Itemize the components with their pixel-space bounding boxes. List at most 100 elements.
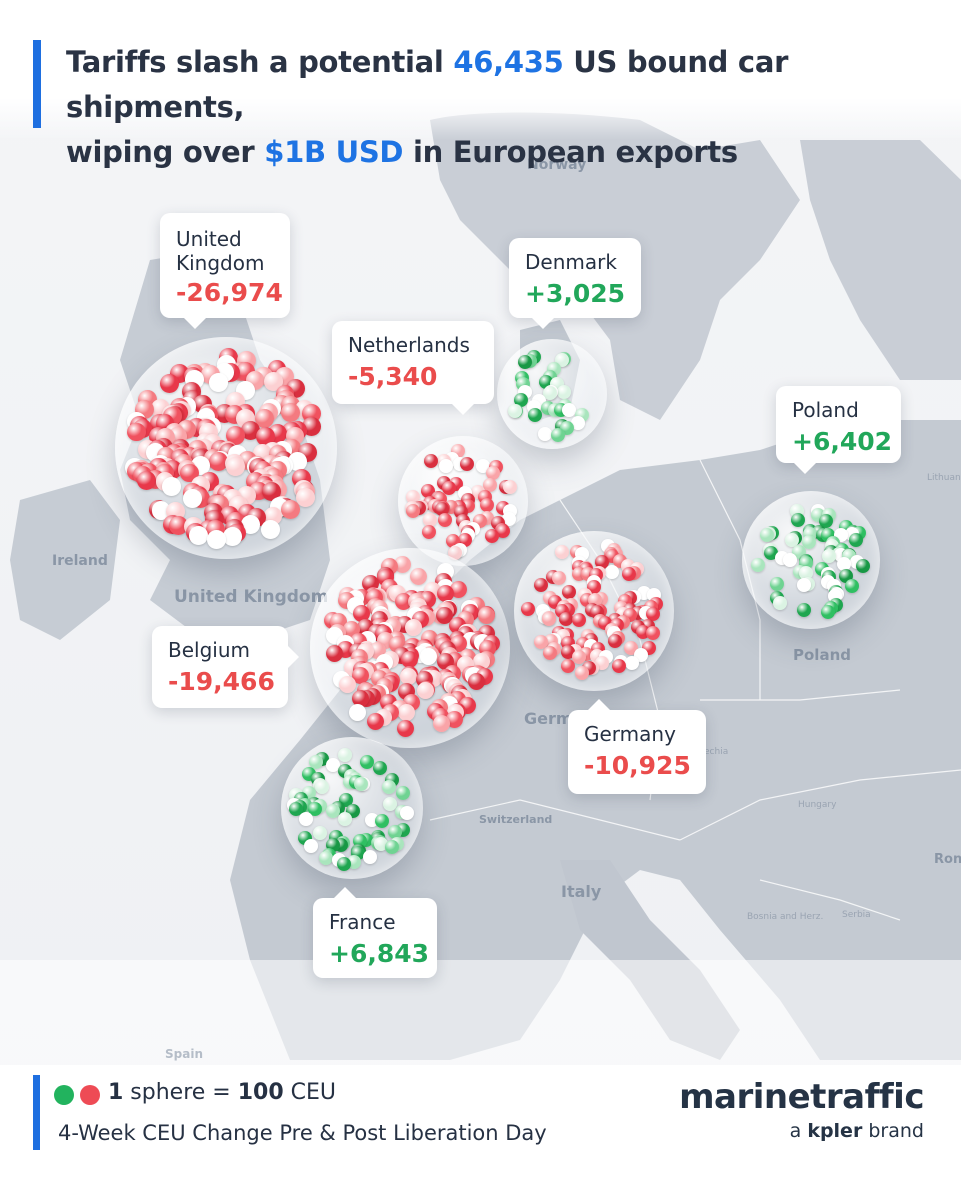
header: Tariffs slash a potential 46,435 US boun… (0, 0, 961, 169)
sphere-ball (750, 558, 765, 573)
sphere-ball (783, 552, 798, 567)
sphere-ball (209, 452, 228, 472)
sphere-ball (435, 607, 453, 625)
sphere-ball (448, 545, 463, 560)
map-label-czechia: Czechia (693, 747, 729, 757)
sphere-ball (387, 825, 402, 840)
sphere-ball (262, 481, 281, 501)
sphere-ball (182, 488, 202, 508)
map-label-hungary: Hungary (798, 800, 837, 810)
sphere-ball (325, 758, 340, 773)
sphere-ball (477, 606, 495, 624)
callout-germany-value: -10,925 (584, 751, 691, 780)
sphere-ball (367, 712, 385, 730)
sphere-ball (542, 612, 557, 627)
sphere-ball (459, 457, 474, 472)
legend-scale: 1 sphere = 100 CEU (108, 1080, 336, 1105)
sphere-ball (559, 612, 574, 627)
map-label-ireland: Ireland (52, 553, 108, 569)
sphere-ball (557, 384, 572, 399)
sphere-ball (136, 470, 156, 490)
sphere-ball (542, 385, 557, 400)
bubble-united-kingdom (115, 337, 337, 559)
sphere-ball (769, 576, 784, 591)
callout-germany-pointer (588, 699, 610, 710)
sphere-ball (482, 478, 497, 493)
callout-denmark-name: Denmark (525, 250, 617, 274)
sphere-ball (353, 776, 368, 791)
callout-denmark: Denmark +3,025 (509, 238, 641, 318)
callout-france-name: France (329, 910, 396, 934)
callout-france: France +6,843 (313, 898, 437, 978)
bubble-denmark (497, 339, 607, 449)
sphere-ball (410, 567, 428, 585)
sphere-ball (562, 403, 577, 418)
sphere-ball (241, 420, 261, 440)
sphere-ball (798, 565, 813, 580)
sphere-ball (821, 548, 836, 563)
sphere-ball (555, 545, 570, 560)
sphere-ball (261, 520, 281, 540)
sphere-ball (796, 603, 811, 618)
sphere-ball (325, 803, 340, 818)
bubble-belgium (310, 548, 510, 748)
sphere-ball (169, 515, 188, 535)
sphere-ball (621, 566, 636, 581)
sphere-ball (611, 658, 626, 673)
sphere-ball (551, 570, 566, 585)
sphere-ball (646, 626, 661, 641)
footer-accent-bar (33, 1075, 40, 1150)
sphere-ball (604, 565, 619, 580)
callout-belgium-pointer (288, 646, 299, 668)
sphere-ball (374, 836, 389, 851)
headline-part4: in European exports (403, 135, 738, 169)
callout-france-value: +6,843 (329, 939, 430, 968)
sphere-ball (785, 533, 800, 548)
sphere-ball (796, 577, 811, 592)
sphere-ball (772, 595, 787, 610)
sphere-ball (855, 559, 870, 574)
sphere-ball (528, 408, 543, 423)
sphere-ball (255, 427, 275, 447)
sphere-ball (467, 672, 485, 690)
legend-ceu-value: 100 (237, 1080, 284, 1105)
sphere-ball (188, 525, 208, 545)
sphere-ball (574, 665, 589, 680)
sphere-ball (421, 525, 436, 540)
sphere-ball (836, 557, 851, 572)
sphere-ball (449, 580, 467, 598)
legend-red-dot (80, 1085, 100, 1105)
map-label-switzerland: Switzerland (479, 813, 553, 826)
sub-brand-kpler: kpler (807, 1120, 863, 1142)
sphere-ball (385, 839, 400, 854)
sphere-ball (281, 499, 301, 519)
sphere-ball (406, 503, 421, 518)
sphere-ball (501, 512, 516, 527)
sphere-ball (352, 689, 370, 707)
sphere-ball (479, 497, 494, 512)
sub-brand-prefix: a (789, 1120, 808, 1142)
sphere-ball (225, 457, 245, 477)
sphere-ball (394, 556, 412, 574)
callout-germany-name: Germany (584, 722, 676, 746)
legend-subtitle: 4-Week CEU Change Pre & Post Liberation … (58, 1121, 547, 1145)
sphere-ball (209, 373, 229, 392)
header-accent-bar (33, 40, 41, 128)
sphere-ball (595, 555, 610, 570)
headline-part2: US bound car shipments, (66, 45, 789, 124)
sphere-ball (381, 779, 396, 794)
sphere-ball (373, 761, 388, 776)
sphere-ball (348, 703, 366, 721)
sphere-ball (570, 415, 585, 430)
sphere-ball (514, 392, 529, 407)
callout-germany: Germany -10,925 (568, 710, 706, 794)
sphere-ball (432, 715, 450, 733)
sphere-ball (420, 647, 438, 665)
sphere-ball (538, 427, 553, 442)
sphere-ball (338, 811, 353, 826)
callout-denmark-value: +3,025 (525, 279, 626, 308)
callout-belgium-name: Belgium (168, 638, 250, 662)
map-label-poland: Poland (793, 646, 851, 664)
sphere-ball (295, 488, 315, 508)
bubble-netherlands (398, 436, 528, 566)
